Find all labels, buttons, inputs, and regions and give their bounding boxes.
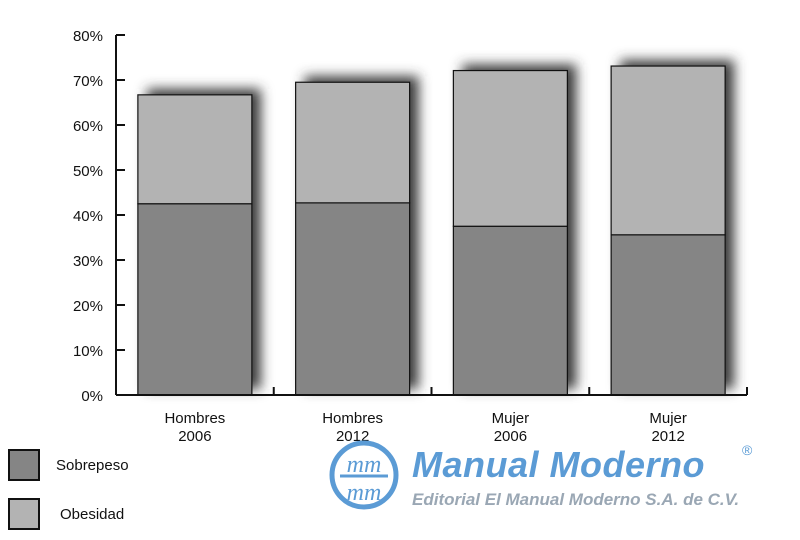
- publisher-logo-icon: mm mm: [329, 440, 399, 510]
- x-tick-label: Mujer: [492, 410, 530, 427]
- y-tick-label: 70%: [73, 73, 103, 90]
- y-tick-label: 40%: [73, 208, 103, 225]
- legend-label-sobrepeso: Sobrepeso: [56, 456, 129, 474]
- legend-item-obesidad: Obesidad: [8, 498, 124, 530]
- bar-sobrepeso-3: [610, 234, 726, 396]
- registered-mark: ®: [742, 442, 753, 458]
- y-tick-label: 80%: [73, 28, 103, 45]
- y-tick-label: 60%: [73, 118, 103, 135]
- y-tick-label: 20%: [73, 298, 103, 315]
- y-tick-label: 10%: [73, 343, 103, 360]
- legend-label-obesidad: Obesidad: [60, 505, 125, 523]
- x-tick-label: 2006: [178, 428, 211, 445]
- bar-obesidad-1: [295, 81, 411, 204]
- logo-text-top: mm: [347, 452, 382, 478]
- bar-sobrepeso-2: [452, 225, 568, 396]
- legend-item-sobrepeso: Sobrepeso: [8, 449, 129, 481]
- watermark-subtitle: Editorial El Manual Moderno S.A. de C.V.: [412, 490, 740, 509]
- x-tick-label: 2012: [651, 428, 684, 445]
- bar-sobrepeso-0: [137, 203, 253, 396]
- x-tick-label: Hombres: [322, 410, 383, 427]
- legend-swatch-obesidad: [8, 498, 40, 530]
- logo-text-bottom: mm: [347, 480, 382, 506]
- x-tick-label: 2006: [494, 428, 527, 445]
- bar-obesidad-2: [452, 69, 568, 227]
- legend-swatch-sobrepeso: [8, 449, 40, 481]
- x-tick-label: Mujer: [649, 410, 687, 427]
- bar-obesidad-3: [610, 65, 726, 236]
- watermark-title: Manual Moderno: [412, 444, 705, 485]
- y-tick-label: 30%: [73, 253, 103, 270]
- y-tick-label: 50%: [73, 163, 103, 180]
- bar-obesidad-0: [137, 94, 253, 205]
- y-tick-label: 0%: [81, 388, 103, 405]
- publisher-watermark: mm mm Manual Moderno ® Editorial El Manu…: [326, 440, 796, 512]
- bar-sobrepeso-1: [295, 202, 411, 396]
- x-tick-label: Hombres: [164, 410, 225, 427]
